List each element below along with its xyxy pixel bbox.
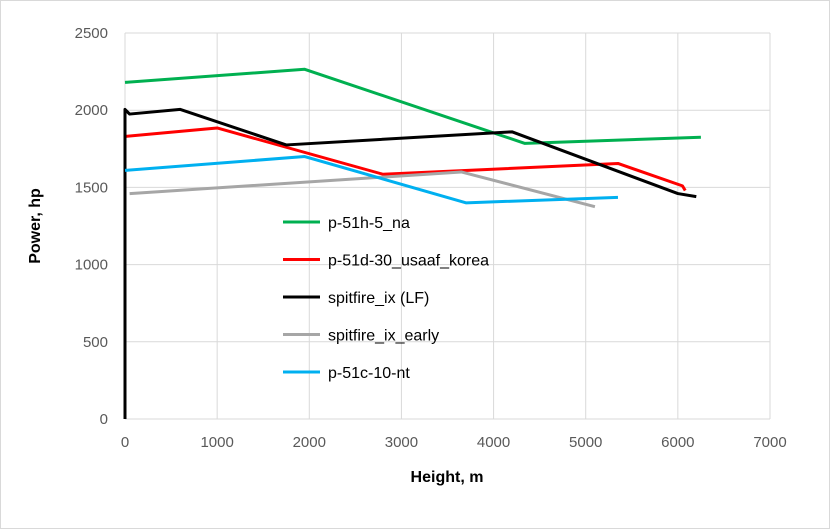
series-line-3 <box>129 170 596 209</box>
legend-label: spitfire_ix (LF) <box>328 290 429 307</box>
x-tick-label: 4000 <box>477 434 510 451</box>
x-tick-label: 0 <box>121 434 129 451</box>
y-axis-label: Power, hp <box>27 188 44 264</box>
y-tick-label: 0 <box>100 411 108 428</box>
series-line-0 <box>124 67 701 145</box>
x-tick-label: 3000 <box>385 434 418 451</box>
x-axis-label: Height, m <box>411 469 484 486</box>
legend-label: p-51h-5_na <box>328 215 410 232</box>
y-tick-label: 1500 <box>75 179 108 196</box>
x-tick-label: 2000 <box>293 434 326 451</box>
x-tick-label: 6000 <box>661 434 694 451</box>
legend-label: spitfire_ix_early <box>328 328 439 345</box>
y-tick-label: 1000 <box>75 257 108 274</box>
legend-label: p-51d-30_usaaf_korea <box>328 253 489 270</box>
x-tick-label: 1000 <box>200 434 233 451</box>
x-tick-label: 7000 <box>753 434 786 451</box>
y-tick-label: 2000 <box>75 102 108 119</box>
series-line-2 <box>123 107 697 419</box>
y-tick-label: 500 <box>83 334 108 351</box>
series-line-4 <box>124 155 619 205</box>
y-tick-label: 2500 <box>75 25 108 42</box>
x-tick-label: 5000 <box>569 434 602 451</box>
legend-label: p-51c-10-nt <box>328 365 410 382</box>
